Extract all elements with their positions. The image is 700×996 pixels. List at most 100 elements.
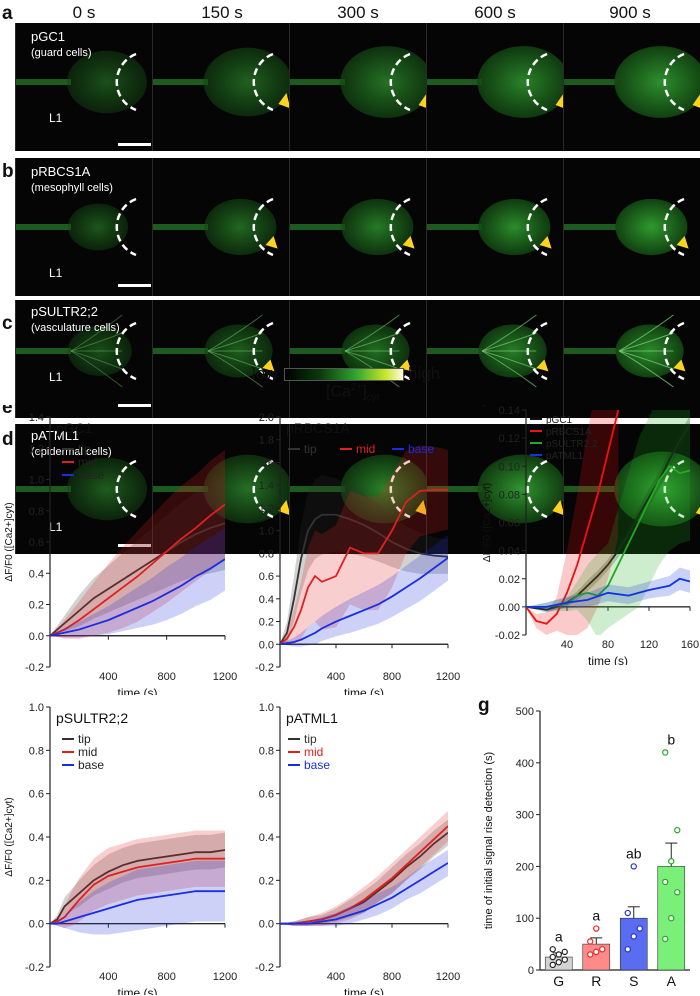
data-point-S [630, 933, 637, 940]
y-tick-label: 0.8 [259, 548, 274, 560]
x-tick-label: 800 [157, 671, 175, 683]
series-line-tip [50, 522, 225, 637]
scale-bar [118, 544, 151, 547]
leaf-vein [207, 314, 263, 352]
data-point-S [624, 946, 631, 953]
data-point-S [630, 863, 637, 870]
data-point-R [599, 946, 606, 953]
scale-bar [118, 404, 151, 407]
arrowhead [262, 359, 275, 372]
petiole [290, 79, 345, 85]
x-tick-label: A [667, 973, 677, 989]
micrograph-image [427, 197, 552, 257]
micrograph-tile [152, 300, 289, 418]
chart-pATML1: -0.2 0.0 0.2 0.4 0.6 0.8 1.0 400 800 1200 time (s)… [255, 702, 460, 995]
error-band-base [280, 535, 448, 647]
y-tick-label: 0.8 [259, 745, 274, 757]
chart-g: g 0 100 200 300 400 500 time of initial signal … [478, 695, 690, 989]
legend-label-pSULTR2;2: pSULTR2;2 [546, 439, 598, 450]
y-tick-label: 0.8 [29, 506, 44, 518]
leaf-vein [344, 332, 400, 352]
y-tick-label: 200 [516, 861, 534, 873]
leaf-vein [618, 350, 674, 370]
plot-area [50, 449, 225, 639]
series-line-base [50, 558, 225, 637]
leaf-label: L1 [49, 370, 63, 384]
data-point-A [674, 889, 681, 896]
petiole [16, 348, 71, 354]
y-tick-label: -0.02 [495, 630, 520, 642]
error-band-pSULTR2;2 [526, 410, 690, 635]
micrograph-title: pSULTR2;2 (vasculature cells) [31, 304, 120, 336]
y-tick-label: 1.0 [29, 702, 44, 714]
data-point-G [549, 946, 556, 953]
series-line-tip [50, 849, 225, 925]
arrowhead [676, 236, 689, 249]
leaf-l1 [341, 198, 414, 256]
significance-letter-G: a [555, 928, 563, 944]
legend-label-mid: mid [78, 455, 97, 469]
y-tick-label: 0.0 [259, 919, 274, 931]
leaf-l1 [67, 50, 147, 114]
data-point-R [593, 948, 600, 956]
legend-label-base: base [408, 442, 434, 456]
x-axis-label: time (s) [344, 986, 384, 995]
micrograph-image [290, 46, 426, 118]
leaf-vein [70, 332, 123, 352]
leaf-outline [526, 321, 548, 381]
leaf-l1 [68, 203, 128, 251]
colorbar-gradient [284, 368, 404, 381]
micrograph-image [427, 46, 563, 118]
y-tick-label: 300 [516, 810, 534, 822]
leaf-l1 [477, 454, 563, 524]
legend-label-mid: mid [304, 745, 323, 759]
data-point-G [549, 961, 556, 969]
leaf-l1 [614, 46, 700, 118]
x-tick-label: S [629, 973, 638, 989]
cell-type: (guard cells) [31, 47, 92, 59]
leaf-vein [618, 350, 674, 388]
y-tick-label: 1.0 [29, 475, 44, 487]
arrowhead [695, 506, 700, 515]
y-tick-label: 1.2 [29, 443, 44, 455]
leaf-l1 [615, 198, 688, 256]
arrowhead [539, 236, 552, 249]
chart-title: pSULTR2;2 [56, 710, 128, 726]
leaf-l1 [478, 198, 551, 256]
leaf-vein [481, 350, 537, 388]
data-point-A [668, 858, 675, 865]
leaf-vein [481, 314, 537, 352]
petiole [427, 224, 482, 230]
arrowhead [418, 94, 426, 108]
data-point-A [662, 935, 669, 943]
error-band-mid [280, 445, 448, 645]
leaf-vein [618, 314, 674, 352]
micrograph-image [290, 197, 415, 257]
petiole [16, 79, 71, 85]
micrograph-image [16, 457, 147, 521]
error-band-tip [280, 474, 448, 645]
panel-letter-d: d [2, 429, 14, 450]
micrograph-row-c: pSULTR2;2 (vasculature cells) L1 [15, 300, 700, 418]
y-tick-label: 0.6 [29, 537, 44, 549]
colorbar-low-label: low [252, 364, 278, 383]
chart-title: pRBCS1A [286, 420, 350, 436]
legend-label-tip: tip [78, 442, 91, 456]
leaf-l1 [204, 198, 277, 256]
colorbar-high-label: high [408, 364, 441, 383]
scale-bar [118, 143, 151, 146]
micrograph-tile [563, 158, 700, 296]
error-band-mid [280, 811, 448, 926]
y-tick-label: 1.8 [259, 435, 274, 447]
y-tick-label: 500 [516, 706, 534, 718]
y-tick-label: 0.04 [499, 546, 520, 558]
series-line-tip [280, 513, 448, 645]
petiole [427, 486, 482, 492]
x-tick-label: G [553, 973, 564, 989]
plot-area [50, 830, 225, 935]
error-band-base [50, 527, 225, 638]
data-point-R [587, 951, 594, 958]
micrograph-image [564, 197, 689, 257]
micrograph-image [153, 454, 289, 524]
micrograph-tile [426, 300, 563, 418]
